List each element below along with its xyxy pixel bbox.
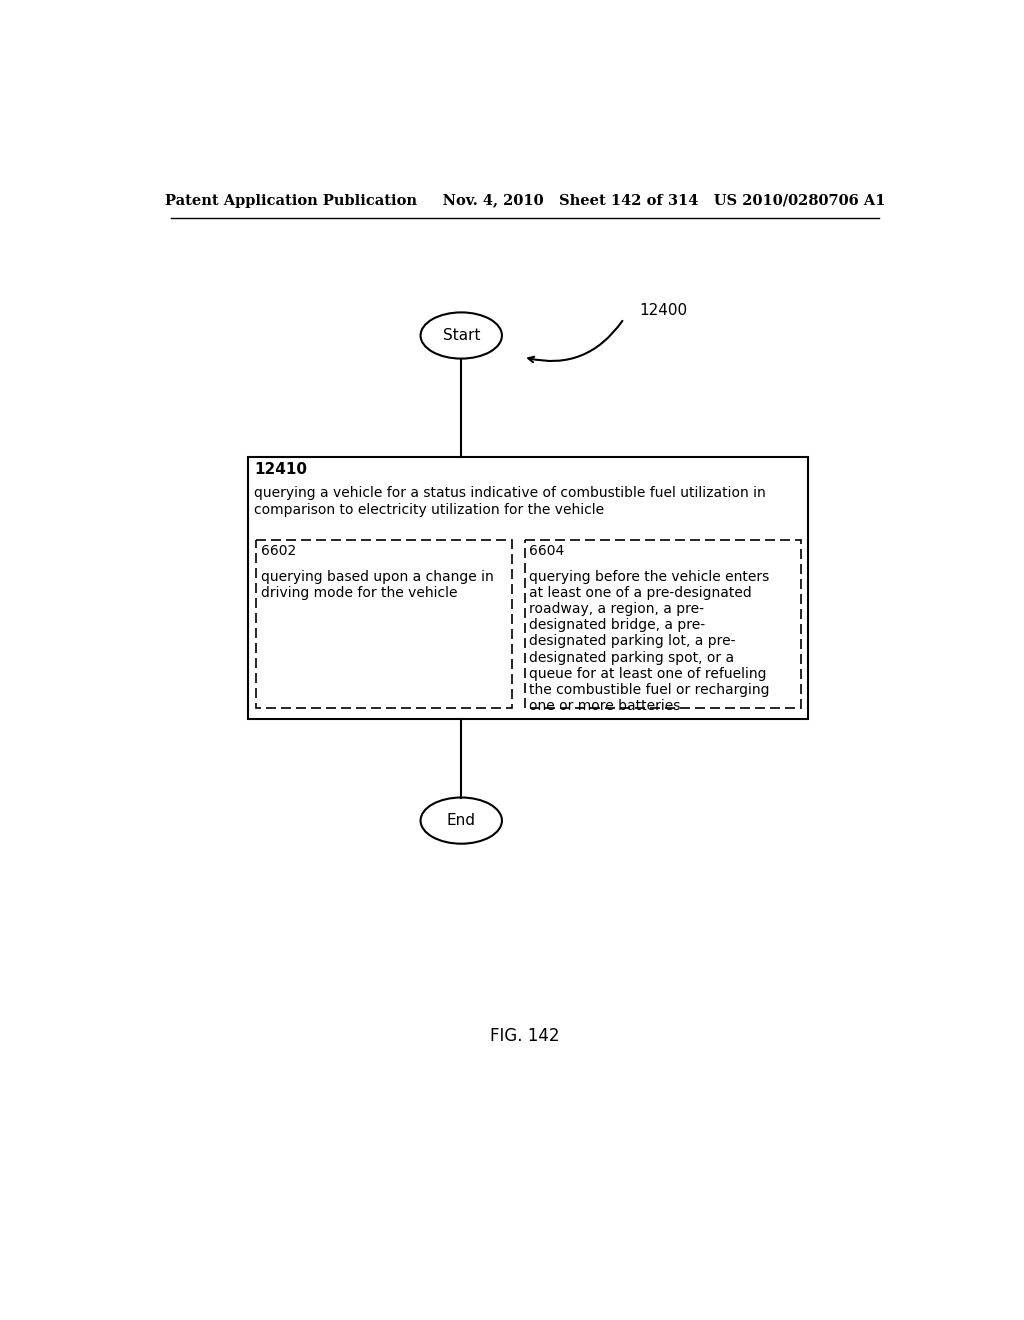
Bar xyxy=(248,457,809,719)
Text: querying a vehicle for a status indicative of combustible fuel utilization in
co: querying a vehicle for a status indicati… xyxy=(254,487,766,516)
Text: 6602: 6602 xyxy=(260,544,296,558)
Text: FIG. 142: FIG. 142 xyxy=(490,1027,559,1045)
Text: 6604: 6604 xyxy=(529,544,564,558)
Text: 12410: 12410 xyxy=(254,462,307,477)
Bar xyxy=(256,540,512,708)
Text: Start: Start xyxy=(442,327,480,343)
Text: Patent Application Publication     Nov. 4, 2010   Sheet 142 of 314   US 2010/028: Patent Application Publication Nov. 4, 2… xyxy=(165,194,885,207)
Text: End: End xyxy=(446,813,476,828)
Bar xyxy=(524,540,801,708)
Text: querying based upon a change in
driving mode for the vehicle: querying based upon a change in driving … xyxy=(260,570,494,599)
Text: querying before the vehicle enters
at least one of a pre-designated
roadway, a r: querying before the vehicle enters at le… xyxy=(529,570,770,713)
Text: 12400: 12400 xyxy=(640,304,688,318)
